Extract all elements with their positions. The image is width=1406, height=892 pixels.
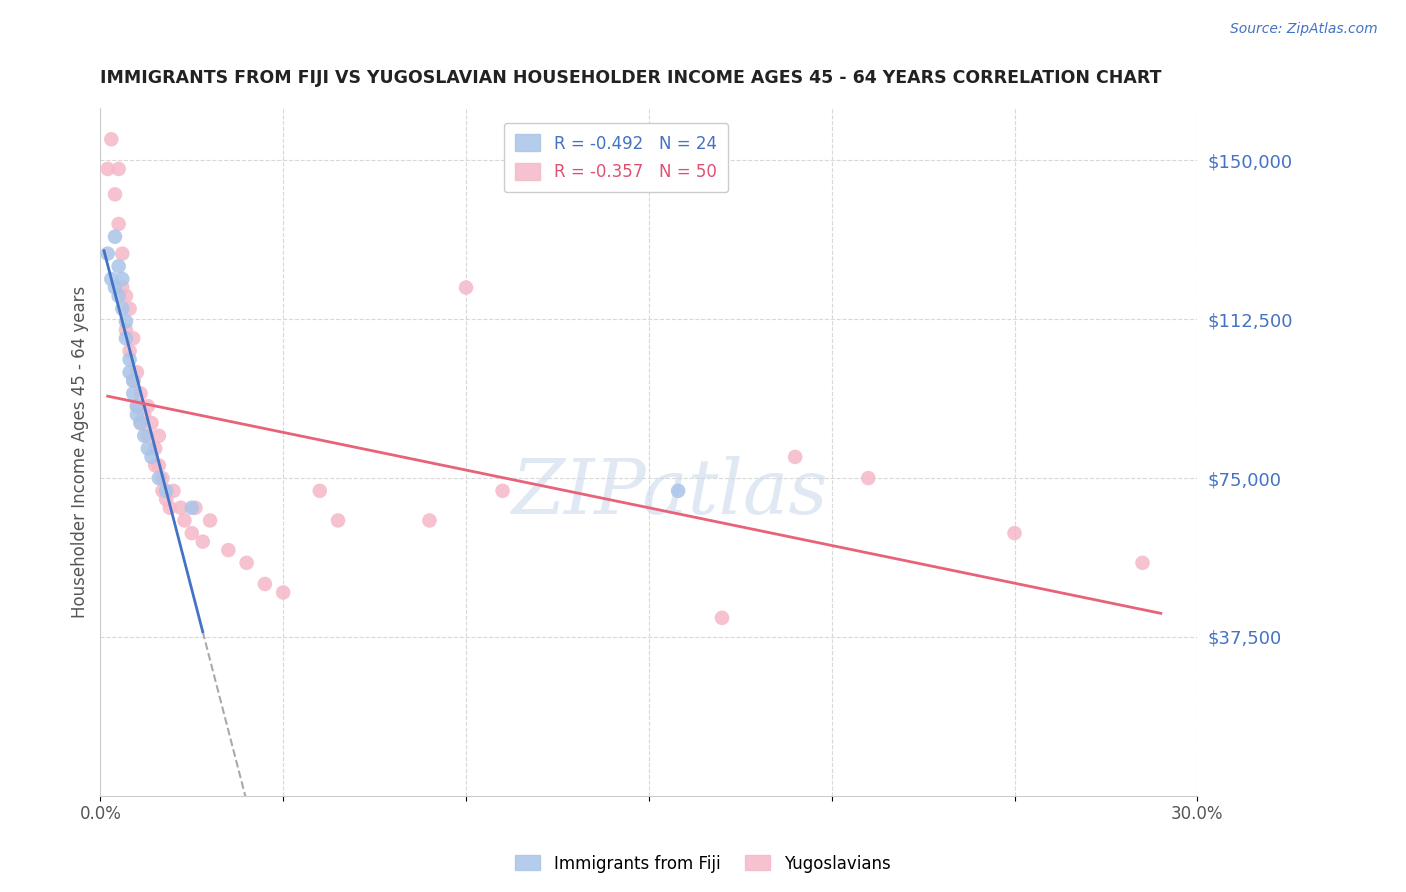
Point — [134, 408, 156, 422]
Point — [170, 500, 193, 515]
Point — [111, 280, 134, 294]
Point — [100, 132, 122, 146]
Point — [1132, 556, 1154, 570]
Point — [491, 483, 513, 498]
Point — [858, 471, 880, 485]
Point — [111, 301, 134, 316]
Point — [271, 585, 294, 599]
Point — [122, 331, 145, 345]
Point — [454, 280, 477, 294]
Point — [107, 217, 129, 231]
Point — [107, 161, 129, 176]
Point — [143, 458, 166, 473]
Legend: Immigrants from Fiji, Yugoslavians: Immigrants from Fiji, Yugoslavians — [509, 848, 897, 880]
Point — [107, 260, 129, 274]
Point — [118, 344, 141, 359]
Point — [125, 408, 148, 422]
Point — [180, 526, 202, 541]
Point — [104, 229, 127, 244]
Point — [326, 513, 349, 527]
Point — [104, 280, 127, 294]
Point — [129, 386, 152, 401]
Point — [104, 187, 127, 202]
Point — [148, 429, 170, 443]
Point — [97, 161, 120, 176]
Point — [155, 492, 177, 507]
Point — [143, 442, 166, 456]
Point — [136, 399, 159, 413]
Point — [148, 471, 170, 485]
Point — [122, 374, 145, 388]
Point — [107, 289, 129, 303]
Text: ZIPatlas: ZIPatlas — [512, 456, 830, 530]
Point — [111, 272, 134, 286]
Point — [785, 450, 807, 464]
Point — [152, 483, 174, 498]
Point — [155, 483, 177, 498]
Point — [111, 246, 134, 260]
Point — [115, 323, 138, 337]
Point — [253, 577, 276, 591]
Point — [122, 386, 145, 401]
Point — [173, 513, 195, 527]
Point — [159, 500, 181, 515]
Point — [115, 331, 138, 345]
Legend: R = -0.492   N = 24, R = -0.357   N = 50: R = -0.492 N = 24, R = -0.357 N = 50 — [503, 123, 728, 193]
Point — [100, 272, 122, 286]
Point — [148, 458, 170, 473]
Point — [122, 374, 145, 388]
Point — [136, 442, 159, 456]
Point — [115, 289, 138, 303]
Point — [184, 500, 207, 515]
Text: Source: ZipAtlas.com: Source: ZipAtlas.com — [1230, 22, 1378, 37]
Point — [418, 513, 440, 527]
Point — [134, 429, 156, 443]
Point — [191, 534, 214, 549]
Text: IMMIGRANTS FROM FIJI VS YUGOSLAVIAN HOUSEHOLDER INCOME AGES 45 - 64 YEARS CORREL: IMMIGRANTS FROM FIJI VS YUGOSLAVIAN HOUS… — [100, 69, 1161, 87]
Point — [666, 483, 689, 498]
Y-axis label: Householder Income Ages 45 - 64 years: Householder Income Ages 45 - 64 years — [72, 285, 89, 618]
Point — [115, 314, 138, 328]
Point — [125, 399, 148, 413]
Point — [141, 416, 163, 430]
Point — [152, 471, 174, 485]
Point — [97, 246, 120, 260]
Point — [118, 365, 141, 379]
Point — [118, 301, 141, 316]
Point — [118, 352, 141, 367]
Point — [136, 429, 159, 443]
Point — [129, 416, 152, 430]
Point — [308, 483, 330, 498]
Point — [162, 483, 184, 498]
Point — [141, 450, 163, 464]
Point — [198, 513, 221, 527]
Point — [711, 611, 734, 625]
Point — [129, 416, 152, 430]
Point — [125, 399, 148, 413]
Point — [125, 365, 148, 379]
Point — [217, 543, 239, 558]
Point — [1004, 526, 1026, 541]
Point — [235, 556, 257, 570]
Point — [180, 500, 202, 515]
